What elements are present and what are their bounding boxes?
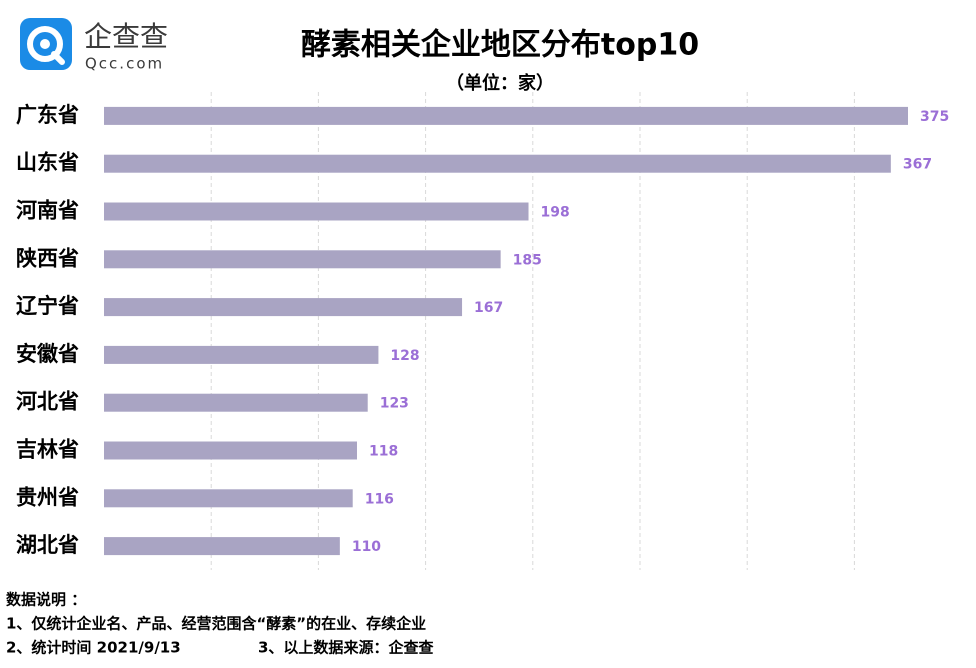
logo-tail bbox=[51, 51, 65, 65]
bar bbox=[104, 345, 379, 364]
value-label: 367 bbox=[903, 157, 932, 173]
bar bbox=[104, 441, 357, 460]
bar bbox=[104, 489, 353, 508]
value-label: 118 bbox=[369, 444, 398, 460]
bar bbox=[104, 537, 340, 556]
y-tick-label: 辽宁省 bbox=[16, 294, 79, 318]
value-label: 116 bbox=[365, 491, 394, 507]
y-tick-label: 陕西省 bbox=[16, 246, 79, 270]
bar bbox=[104, 106, 908, 125]
y-tick-label: 河南省 bbox=[16, 199, 79, 223]
logo-name: 企查查 bbox=[84, 20, 168, 53]
bar bbox=[104, 393, 368, 412]
value-label: 375 bbox=[920, 109, 949, 125]
y-tick-label: 湖北省 bbox=[16, 533, 79, 557]
note: 3、以上数据来源：企查查 bbox=[258, 639, 434, 657]
value-label: 123 bbox=[380, 396, 409, 412]
logo-site: Qcc.com bbox=[85, 55, 164, 73]
y-tick-label: 安徽省 bbox=[16, 342, 79, 366]
chart-title: 酵素相关企业地区分布top10 bbox=[301, 28, 699, 63]
bar bbox=[104, 154, 891, 173]
bar bbox=[104, 202, 529, 221]
y-tick-label: 山东省 bbox=[16, 151, 79, 175]
note: 数据说明 ： bbox=[6, 591, 86, 609]
value-label: 198 bbox=[541, 205, 570, 221]
value-label: 128 bbox=[390, 348, 419, 364]
y-tick-label: 吉林省 bbox=[16, 438, 79, 462]
value-label: 110 bbox=[352, 539, 381, 555]
logo-ring bbox=[27, 26, 63, 62]
bar bbox=[104, 298, 463, 317]
y-tick-label: 贵州省 bbox=[16, 485, 79, 509]
value-label: 167 bbox=[474, 300, 503, 316]
note: 2、统计时间 2021/9/13 bbox=[6, 639, 181, 657]
y-tick-label: 广东省 bbox=[16, 103, 79, 127]
bar bbox=[104, 250, 501, 269]
value-label: 185 bbox=[513, 252, 542, 268]
y-tick-label: 河北省 bbox=[16, 390, 79, 414]
logo-dot bbox=[40, 39, 50, 49]
note: 1、仅统计企业名、产品、经营范围含“酵素”的在业、存续企业 bbox=[6, 615, 426, 633]
chart-subtitle: （单位：家） bbox=[446, 72, 554, 94]
